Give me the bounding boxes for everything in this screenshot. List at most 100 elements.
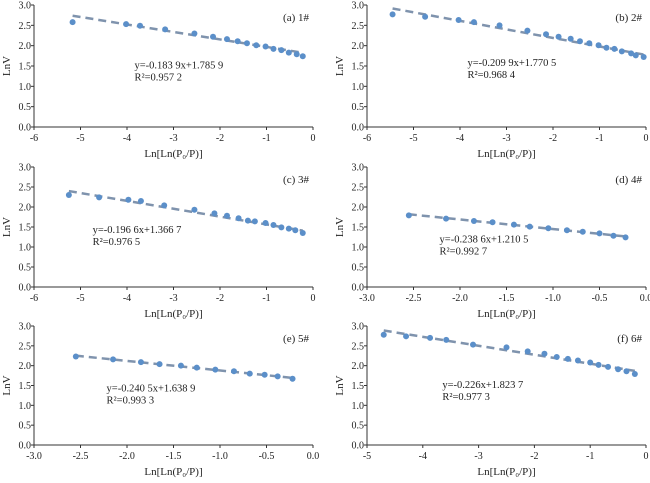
data-point <box>285 225 292 232</box>
y-tick-label: 0.5 <box>19 263 32 274</box>
x-tick-label: -3.0 <box>26 451 42 462</box>
data-point <box>72 353 79 360</box>
data-point <box>553 353 560 360</box>
x-tick-label: -2 <box>530 451 538 462</box>
y-tick-label: 1.0 <box>19 401 32 412</box>
y-tick-label: 1.5 <box>19 381 32 392</box>
data-point <box>455 17 462 24</box>
data-point <box>422 13 429 20</box>
data-point <box>191 30 198 37</box>
data-point <box>545 225 552 232</box>
data-point <box>223 36 230 43</box>
data-point <box>212 366 219 373</box>
data-point <box>137 198 144 204</box>
y-tick-label: 2.5 <box>19 341 32 352</box>
x-tick-label: -1 <box>262 293 270 304</box>
data-point <box>125 196 132 203</box>
x-axis-label: Ln[Ln(P₀/P)] <box>477 308 535 320</box>
data-point <box>576 38 583 45</box>
data-point <box>526 223 533 230</box>
data-point <box>223 212 230 219</box>
data-point <box>261 371 268 378</box>
y-tick-label: 3.0 <box>19 322 32 333</box>
y-tick-label: 0.0 <box>352 283 365 294</box>
panel-title: (a) 1# <box>283 12 309 24</box>
data-point <box>244 217 251 224</box>
y-tick-label: 0.0 <box>352 123 365 134</box>
x-tick-label: -5 <box>363 451 371 462</box>
fit-equation: y=-0.226x+1.823 7 <box>442 380 523 391</box>
data-point <box>586 40 593 47</box>
y-tick-label: 3.0 <box>352 163 365 174</box>
data-point <box>640 54 647 61</box>
data-point <box>193 364 200 371</box>
data-point <box>137 22 144 29</box>
data-point <box>69 19 76 26</box>
x-tick-label: 0 <box>644 133 649 144</box>
data-point <box>110 356 117 363</box>
x-axis-label: Ln[Ln(P₀/P)] <box>477 466 535 478</box>
x-tick-label: 0.0 <box>307 451 320 462</box>
data-point <box>574 357 581 364</box>
data-point <box>137 359 144 366</box>
x-axis-label: Ln[Ln(P₀/P)] <box>144 466 202 478</box>
r-squared: R²=0.957 2 <box>134 72 182 83</box>
data-point <box>564 355 571 362</box>
panel-title: (d) 4# <box>615 174 642 186</box>
data-point <box>235 215 242 222</box>
x-tick-label: -5 <box>409 133 417 144</box>
subplot-5: -5 -4 -3 -2 -1 0 0.0 0.5 1.0 1.5 2.0 2.5 3.0 Ln[Ln(P₀… <box>334 322 649 479</box>
fit-equation: y=-0.209 9x+1.770 5 <box>467 58 556 69</box>
data-point <box>246 370 253 377</box>
data-point <box>615 366 622 373</box>
data-point <box>510 221 517 228</box>
r-squared: R²=0.992 7 <box>440 247 488 258</box>
x-tick-label: 0 <box>311 293 316 304</box>
x-tick-label: -1.5 <box>499 293 515 304</box>
y-axis-label: LnV <box>1 56 13 76</box>
x-tick-label: -2 <box>216 133 224 144</box>
data-point <box>278 224 285 231</box>
y-tick-label: 1.0 <box>352 401 365 412</box>
data-point <box>123 21 130 28</box>
y-tick-label: 3.0 <box>19 163 32 174</box>
x-axis-label: Ln[Ln(P₀/P)] <box>144 308 202 320</box>
data-point <box>243 40 250 47</box>
fit-equation: y=-0.183 9x+1.785 9 <box>134 60 223 71</box>
x-tick-label: -6 <box>30 133 38 144</box>
y-tick-label: 0.0 <box>19 123 32 134</box>
x-tick-label: 0 <box>644 451 649 462</box>
y-tick-label: 2.0 <box>19 41 32 52</box>
data-point <box>251 218 258 225</box>
y-tick-label: 0.0 <box>352 441 365 452</box>
x-tick-label: 0 <box>311 133 316 144</box>
data-point <box>270 45 277 52</box>
data-point <box>610 232 617 239</box>
data-point <box>595 42 602 49</box>
fit-line <box>75 354 293 380</box>
x-tick-label: -2.0 <box>119 451 135 462</box>
subplot-3: -3.0 -2.5 -2.0 -1.5 -1.0 -0.5 0.0 0.0 0.5 1.0 1.5 2… <box>334 163 650 321</box>
panel-title: (b) 2# <box>615 12 642 24</box>
data-point <box>177 362 184 369</box>
data-point <box>380 331 387 338</box>
x-tick-label: -4 <box>123 293 131 304</box>
r-squared: R²=0.977 3 <box>442 392 490 403</box>
x-tick-label: -1 <box>586 451 594 462</box>
fit-equation: y=-0.196 6x+1.366 7 <box>93 225 182 236</box>
r-squared: R²=0.976 5 <box>93 237 141 248</box>
fit-equation: y=-0.240 5x+1.638 9 <box>107 383 196 394</box>
data-point <box>443 336 450 343</box>
x-tick-label: -3 <box>169 133 177 144</box>
y-tick-label: 1.5 <box>352 62 365 73</box>
data-point <box>524 27 531 34</box>
data-point <box>234 38 241 45</box>
x-tick-label: -1 <box>595 133 603 144</box>
y-tick-label: 1.0 <box>19 82 32 93</box>
y-tick-label: 3.0 <box>352 322 365 333</box>
data-point <box>470 19 477 26</box>
y-tick-label: 2.0 <box>352 41 365 52</box>
subplot-4: -3.0 -2.5 -2.0 -1.5 -1.0 -0.5 0.0 0.0 0.5 1.0 1.5 2… <box>1 322 319 479</box>
